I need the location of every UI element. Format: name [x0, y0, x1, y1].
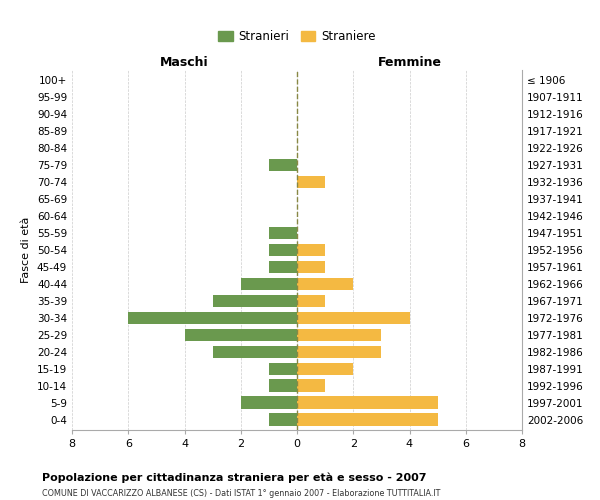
Bar: [212, 294, 297, 308]
Bar: [297, 260, 325, 274]
Text: COMUNE DI VACCARIZZO ALBANESE (CS) - Dati ISTAT 1° gennaio 2007 - Elaborazione T: COMUNE DI VACCARIZZO ALBANESE (CS) - Dat…: [42, 489, 440, 498]
Bar: [269, 380, 297, 392]
Bar: [297, 396, 437, 409]
Bar: [269, 244, 297, 256]
Bar: [241, 396, 297, 409]
Bar: [269, 260, 297, 274]
Bar: [297, 380, 325, 392]
Legend: Stranieri, Straniere: Stranieri, Straniere: [214, 26, 380, 48]
Bar: [297, 312, 409, 324]
Bar: [297, 176, 325, 188]
Bar: [241, 278, 297, 290]
Bar: [297, 362, 353, 375]
Bar: [297, 278, 353, 290]
Bar: [297, 294, 325, 308]
Bar: [128, 312, 297, 324]
Bar: [269, 226, 297, 239]
Bar: [297, 346, 382, 358]
Text: Femmine: Femmine: [377, 56, 442, 69]
Text: Maschi: Maschi: [160, 56, 209, 69]
Bar: [269, 414, 297, 426]
Y-axis label: Fasce di età: Fasce di età: [22, 217, 31, 283]
Bar: [297, 414, 437, 426]
Bar: [269, 158, 297, 172]
Text: Popolazione per cittadinanza straniera per età e sesso - 2007: Popolazione per cittadinanza straniera p…: [42, 472, 427, 483]
Bar: [212, 346, 297, 358]
Y-axis label: Anni di nascita: Anni di nascita: [598, 209, 600, 291]
Bar: [185, 328, 297, 342]
Bar: [269, 362, 297, 375]
Bar: [297, 244, 325, 256]
Bar: [297, 328, 382, 342]
